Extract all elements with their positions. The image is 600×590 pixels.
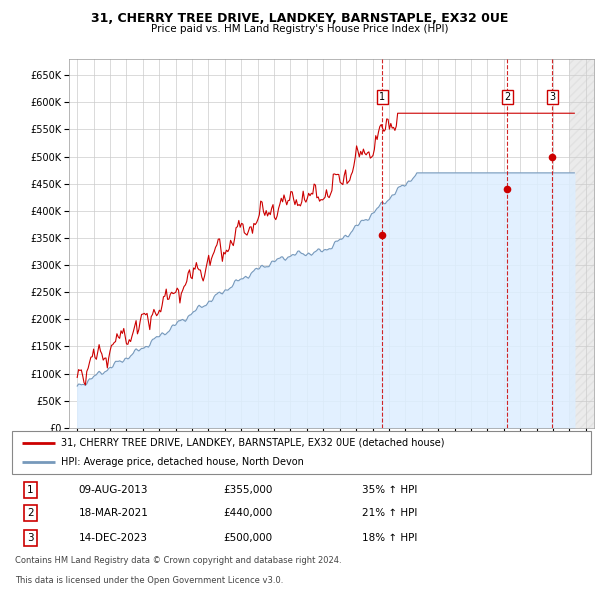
Text: Price paid vs. HM Land Registry's House Price Index (HPI): Price paid vs. HM Land Registry's House … bbox=[151, 24, 449, 34]
Text: £500,000: £500,000 bbox=[223, 533, 272, 543]
Text: 3: 3 bbox=[549, 92, 555, 102]
Text: 31, CHERRY TREE DRIVE, LANDKEY, BARNSTAPLE, EX32 0UE (detached house): 31, CHERRY TREE DRIVE, LANDKEY, BARNSTAP… bbox=[61, 438, 445, 448]
Text: 2: 2 bbox=[504, 92, 511, 102]
Text: 18% ↑ HPI: 18% ↑ HPI bbox=[362, 533, 418, 543]
Text: £355,000: £355,000 bbox=[223, 486, 273, 495]
Text: HPI: Average price, detached house, North Devon: HPI: Average price, detached house, Nort… bbox=[61, 457, 304, 467]
Text: 18-MAR-2021: 18-MAR-2021 bbox=[79, 509, 148, 518]
Text: 09-AUG-2013: 09-AUG-2013 bbox=[79, 486, 148, 495]
Bar bbox=[569, 59, 600, 428]
Text: 3: 3 bbox=[27, 533, 34, 543]
Text: Contains HM Land Registry data © Crown copyright and database right 2024.: Contains HM Land Registry data © Crown c… bbox=[15, 556, 341, 565]
Text: 1: 1 bbox=[379, 92, 386, 102]
Text: 31, CHERRY TREE DRIVE, LANDKEY, BARNSTAPLE, EX32 0UE: 31, CHERRY TREE DRIVE, LANDKEY, BARNSTAP… bbox=[91, 12, 509, 25]
FancyBboxPatch shape bbox=[12, 431, 591, 474]
Text: 35% ↑ HPI: 35% ↑ HPI bbox=[362, 486, 418, 495]
Text: 2: 2 bbox=[27, 509, 34, 518]
Text: This data is licensed under the Open Government Licence v3.0.: This data is licensed under the Open Gov… bbox=[15, 576, 283, 585]
Text: 21% ↑ HPI: 21% ↑ HPI bbox=[362, 509, 418, 518]
Text: 1: 1 bbox=[27, 486, 34, 495]
Text: £440,000: £440,000 bbox=[223, 509, 272, 518]
Text: 14-DEC-2023: 14-DEC-2023 bbox=[79, 533, 148, 543]
